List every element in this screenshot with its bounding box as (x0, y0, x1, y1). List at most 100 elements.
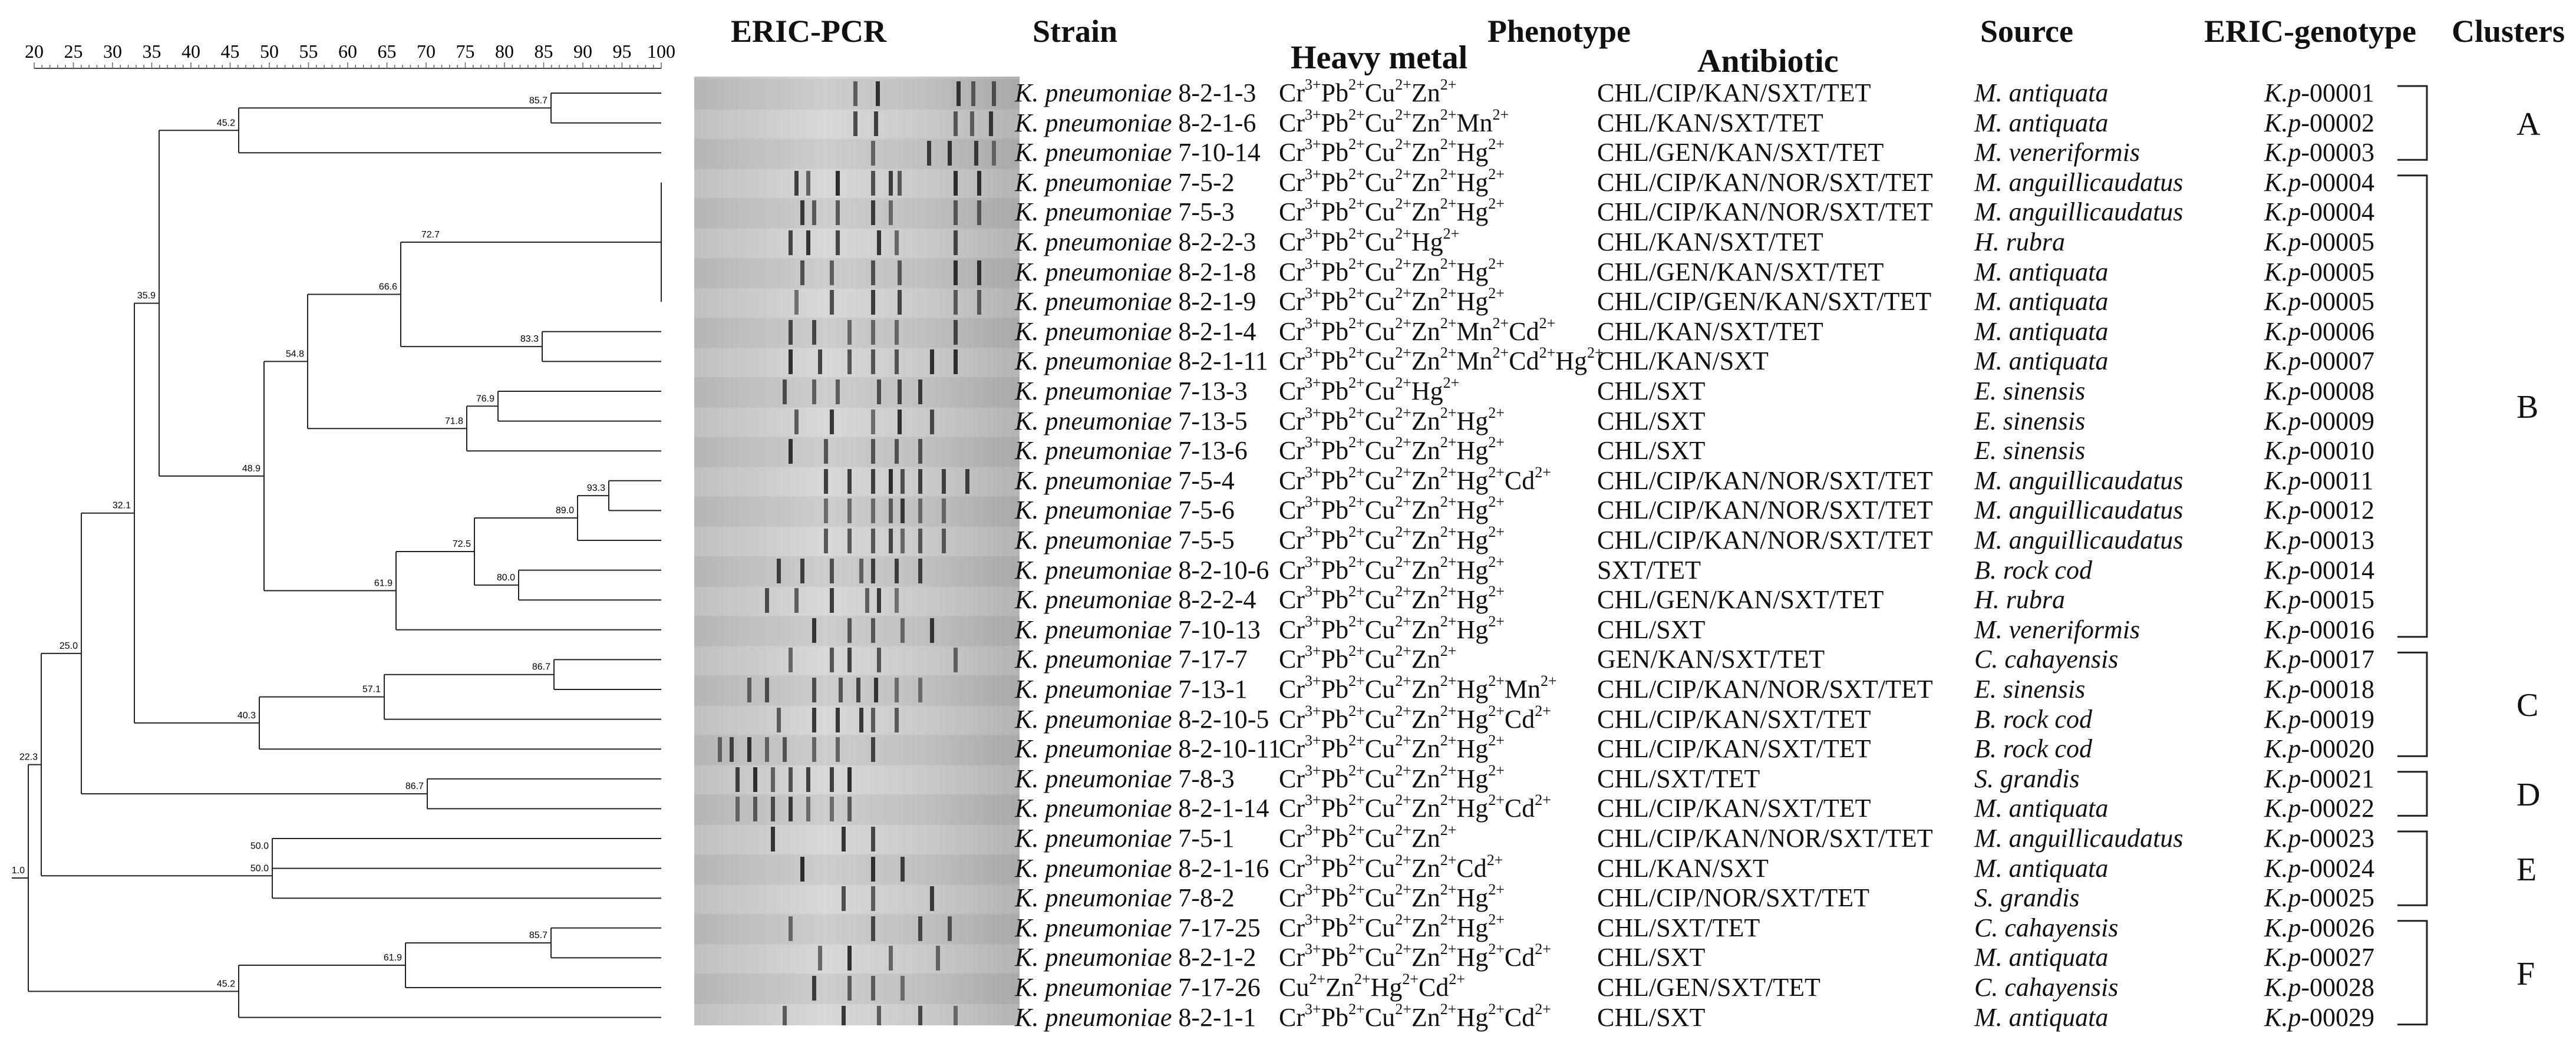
gel-band (942, 529, 946, 553)
metal-charge: 3+ (1305, 434, 1321, 451)
metal-element: Cu (1364, 645, 1396, 674)
antibiotic-resistance: CHL/GEN/KAN/SXT/TET (1597, 259, 1884, 285)
cluster-label: C (2516, 687, 2539, 724)
source-host: C. cahayensis (1974, 646, 2118, 672)
node-similarity-label: 22.3 (19, 752, 38, 763)
metal-element: Hg (1456, 197, 1489, 227)
gel-band (871, 319, 875, 345)
gel-band (789, 797, 793, 822)
metal-charge: 2+ (1348, 702, 1365, 719)
genotype-prefix: K.p (2264, 496, 2301, 525)
gel-band (918, 529, 922, 553)
gel-band (753, 767, 757, 792)
strain-name: K. pneumoniae 8-2-1-4 (1015, 318, 1256, 345)
metal-charge: 2+ (1395, 404, 1411, 421)
source-text: M. anguillicaudatus (1974, 496, 2184, 525)
genotype-prefix: K.p (2264, 973, 2301, 1002)
metal-element: Pb (1321, 227, 1349, 256)
metal-charge: 2+ (1440, 672, 1457, 689)
gel-band (930, 349, 934, 375)
node-similarity-label: 80.0 (497, 573, 515, 583)
heavy-metal-profile: Cr3+Pb2+Cu2+Zn2+Hg2+ (1279, 524, 1505, 553)
metal-element: Pb (1321, 764, 1349, 793)
strain-id: 8-2-1-6 (1178, 108, 1256, 137)
heavy-metal-profile: Cr3+Pb2+Cu2+Zn2+ (1279, 823, 1456, 851)
cluster-bracket (2397, 174, 2428, 638)
gel-band (895, 707, 899, 732)
gel-band (877, 1005, 881, 1025)
strain-name: K. pneumoniae 7-13-6 (1015, 438, 1248, 464)
gel-band (871, 260, 875, 285)
gel-band (871, 349, 875, 375)
gel-band (977, 200, 981, 226)
metal-element: Cu (1364, 138, 1396, 167)
metal-element: Cr (1279, 167, 1305, 197)
metal-element: Pb (1321, 197, 1349, 227)
genotype-number: -00024 (2301, 853, 2375, 883)
antibiotic-resistance: CHL/GEN/SXT/TET (1597, 975, 1820, 1001)
metal-element: Pb (1321, 645, 1349, 674)
source-text: M. anguillicaudatus (1974, 824, 2184, 853)
gel-band (871, 170, 875, 196)
eric-genotype: K.p-00018 (2264, 676, 2374, 702)
antibiotic-resistance: CHL/KAN/SXT/TET (1597, 229, 1823, 255)
source-text: M. anguillicaudatus (1974, 526, 2184, 554)
heavy-metal-profile: Cr3+Pb2+Cu2+Zn2+Mn2+Cd2+ (1279, 315, 1555, 345)
gel-band (977, 170, 981, 196)
metal-element: Cu (1364, 675, 1396, 704)
metal-element: Hg (1456, 734, 1489, 764)
gel-band (974, 141, 978, 166)
eric-genotype: K.p-00014 (2264, 557, 2374, 583)
gel-band (901, 499, 905, 524)
metal-charge: 2+ (1440, 791, 1457, 809)
genotype-number: -00005 (2301, 287, 2375, 316)
antibiotic-text: CHL/CIP/KAN/SXT/TET (1597, 794, 1871, 823)
metal-element: Pb (1321, 257, 1349, 286)
gel-band (830, 558, 834, 583)
metal-charge: 2+ (1492, 314, 1509, 332)
antibiotic-text: CHL/SXT (1597, 1002, 1706, 1032)
metal-charge: 2+ (1395, 434, 1411, 451)
metal-element: Cr (1279, 615, 1305, 644)
heavy-metal-profile: Cr3+Pb2+Cu2+Zn2+Mn2+ (1279, 107, 1509, 136)
gel-band (930, 886, 934, 912)
metal-charge: 2+ (1348, 642, 1365, 660)
metal-charge: 2+ (1535, 940, 1551, 958)
metal-element: Hg (1456, 585, 1489, 615)
source-host: E. sinensis (1974, 408, 2085, 434)
metal-element: Zn (1411, 78, 1440, 107)
metal-charge: 3+ (1305, 672, 1321, 689)
metal-charge: 2+ (1488, 195, 1505, 213)
metal-charge: 3+ (1305, 1000, 1321, 1018)
gel-band (889, 170, 893, 196)
metal-charge: 2+ (1440, 404, 1457, 421)
metal-charge: 2+ (1348, 821, 1365, 839)
source-text: E. sinensis (1974, 436, 2086, 466)
metal-element: Pb (1321, 287, 1349, 316)
antibiotic-resistance: CHL/CIP/KAN/SXT/TET (1597, 796, 1871, 821)
metal-charge: 3+ (1305, 612, 1321, 630)
gel-band (765, 588, 769, 613)
metal-charge: 2+ (1348, 732, 1365, 750)
metal-charge: 3+ (1305, 791, 1321, 809)
node-similarity-label: 35.9 (137, 291, 156, 301)
metal-charge: 2+ (1395, 314, 1411, 332)
heavy-metal-profile: Cr3+Pb2+Cu2+Zn2+ (1279, 643, 1456, 674)
source-header: Source (1980, 14, 2073, 49)
strain-name: K. pneumoniae 7-13-1 (1015, 676, 1248, 702)
eric-genotype: K.p-00028 (2264, 975, 2374, 1001)
metal-element: Zn (1325, 973, 1354, 1002)
eric-genotype: K.p-00008 (2264, 378, 2374, 404)
gel-band (930, 618, 934, 643)
genotype-number: -00026 (2301, 913, 2375, 942)
cluster-label: F (2516, 955, 2535, 992)
metal-charge: 2+ (1486, 851, 1503, 869)
scale-tick-label: 85 (535, 41, 553, 62)
gel-band (895, 678, 899, 702)
heavy-metal-profile: Cr3+Pb2+Cu2+Zn2+Hg2+Cd2+ (1279, 703, 1551, 732)
gel-band (847, 468, 852, 494)
gel-band (830, 290, 834, 315)
metal-element: Pb (1321, 167, 1349, 197)
heavy-metal-profile: Cr3+Pb2+Cu2+Zn2+Cd2+ (1279, 852, 1503, 882)
genotype-number: -00010 (2301, 436, 2375, 466)
